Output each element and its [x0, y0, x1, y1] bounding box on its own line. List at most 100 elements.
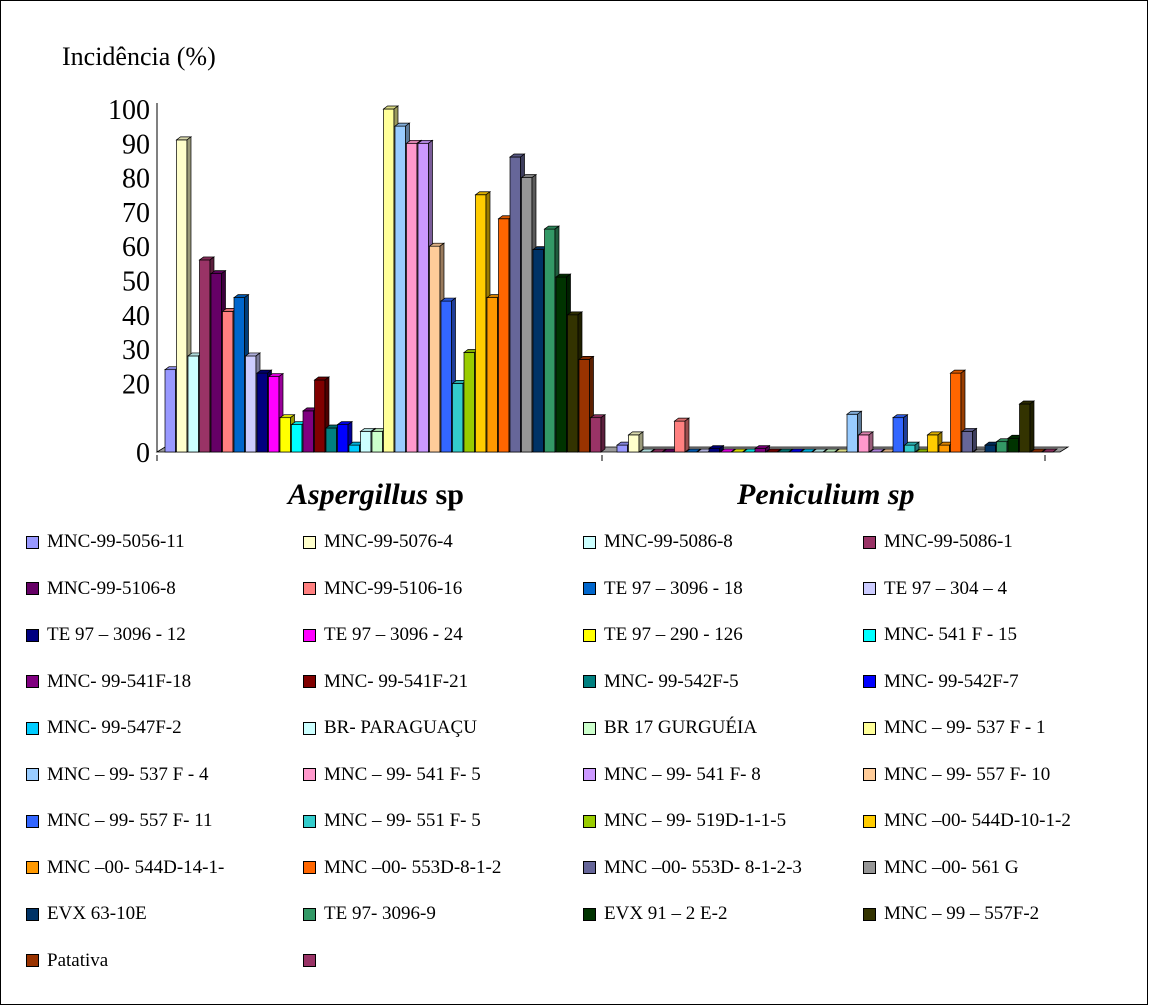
legend-swatch	[863, 721, 876, 735]
bar-front	[1019, 403, 1031, 453]
legend-label: TE 97 – 3096 - 18	[604, 577, 743, 599]
legend-swatch	[863, 628, 876, 642]
legend-swatch	[26, 582, 39, 595]
legend-label: MNC – 99- 557 F- 11	[47, 810, 213, 831]
legend-item: EVX 91 – 2 E-2	[583, 900, 727, 928]
legend-item: MNC-99-5086-1	[863, 528, 1013, 556]
legend-item: MNC-99-5056-11	[26, 528, 185, 556]
bar-front	[532, 249, 544, 453]
legend-item: MNC- 99-541F-18	[26, 668, 191, 696]
bar-side	[972, 427, 977, 453]
bar-front	[176, 139, 188, 453]
y-tick-label: 30	[122, 335, 150, 366]
bar	[707, 444, 725, 453]
legend-label: MNC – 99- 557 F- 10	[884, 763, 1051, 785]
bar	[650, 448, 668, 453]
bar-front	[567, 314, 579, 453]
legend-label: EVX 91 – 2 E-2	[604, 903, 728, 924]
category-label-peniculium: Peniculium sp	[737, 478, 915, 511]
y-tick-label: 70	[122, 198, 150, 229]
legend-swatch	[583, 814, 596, 828]
bar-front	[360, 431, 372, 453]
bar-front	[486, 297, 498, 453]
legend-swatch	[303, 954, 316, 967]
bar-front	[256, 372, 268, 453]
y-tick-label: 50	[122, 267, 150, 298]
legend-item: BR- PARAGUAÇU	[303, 714, 477, 742]
legend-item: MNC – 99- 557 F- 10	[863, 761, 1050, 789]
legend-label: MNC- 99-541F-18	[47, 670, 192, 692]
legend-swatch	[303, 768, 316, 781]
legend-swatch	[863, 814, 876, 828]
bar-side	[799, 448, 805, 453]
bar-front	[187, 355, 199, 453]
legend-label: BR- PARAGUAÇU	[324, 717, 477, 738]
legend-item: MNC- 99-547F-2	[26, 714, 182, 742]
legend-swatch	[303, 721, 316, 735]
legend-swatch	[26, 535, 39, 549]
bar-side	[788, 448, 793, 453]
legend-item: MNC –00- 544D-14-1-	[26, 854, 224, 882]
bar-front	[279, 417, 291, 453]
bar	[730, 448, 748, 453]
legend-item: MNC – 99- 541 F- 8	[583, 761, 761, 789]
bar-side	[650, 448, 655, 453]
bar-side	[880, 448, 885, 453]
y-tick-label: 80	[122, 164, 150, 195]
legend-item: EVX 63-10E	[26, 900, 147, 928]
legend-label: TE 97 – 304 – 4	[884, 577, 1007, 599]
legend-item: MNC – 99- 551 F- 5	[303, 807, 481, 835]
legend-swatch	[863, 535, 876, 549]
bar-side	[600, 414, 606, 453]
legend-label: TE 97 – 290 - 126	[604, 624, 743, 645]
bar	[788, 448, 806, 453]
legend-item: TE 97 – 290 - 126	[583, 621, 743, 649]
bar-front	[984, 444, 996, 453]
legend-label: MNC-99-5106-8	[47, 577, 176, 599]
bar-front	[904, 444, 916, 453]
bar-front	[268, 376, 280, 453]
legend-item: MNC- 541 F - 15	[863, 621, 1017, 649]
legend-item: MNC – 99- 537 F - 4	[26, 761, 209, 789]
legend-item: MNC- 99-542F-5	[583, 668, 739, 696]
bar-front	[950, 372, 962, 453]
bar-front	[325, 427, 337, 453]
bar-side	[719, 444, 724, 453]
legend-item: Patativa	[26, 947, 108, 975]
legend-swatch	[303, 535, 316, 549]
legend-item	[303, 947, 324, 975]
legend-label: MNC –00- 561 G	[884, 856, 1019, 878]
bar	[799, 448, 817, 453]
bar-side	[834, 448, 839, 453]
legend-label: MNC-99-5106-16	[324, 577, 463, 599]
bar	[753, 444, 771, 453]
bar-side	[868, 431, 874, 453]
legend-label: MNC – 99- 537 F - 4	[47, 763, 209, 785]
bar-side	[730, 448, 736, 453]
legend-label: TE 97- 3096-9	[324, 903, 436, 924]
legend-swatch	[303, 907, 316, 921]
bar-front	[892, 417, 904, 453]
bar-front	[961, 431, 973, 453]
legend-item: MNC – 99- 541 F- 5	[303, 761, 481, 789]
legend-label: EVX 63-10E	[47, 903, 147, 924]
bar-front	[475, 194, 487, 453]
bar-front	[996, 441, 1008, 453]
legend-item: MNC – 99 – 557F-2	[863, 900, 1039, 928]
bar-front	[429, 245, 441, 453]
legend-item: MNC-99-5106-16	[303, 575, 462, 603]
bar-front	[199, 259, 211, 453]
legend-label: MNC – 99- 537 F - 1	[884, 717, 1046, 738]
y-tick-label: 100	[108, 95, 150, 126]
legend-swatch	[303, 628, 316, 642]
legend-label: MNC-99-5086-1	[884, 531, 1013, 552]
legend-item: MNC-99-5086-8	[583, 528, 733, 556]
bar-front	[164, 369, 176, 453]
bar-side	[765, 444, 770, 453]
bar-side	[1052, 448, 1058, 453]
bar	[857, 431, 875, 453]
legend-swatch	[863, 861, 876, 874]
bar-front	[406, 142, 418, 453]
bar	[903, 441, 921, 453]
bar-front	[222, 311, 234, 453]
